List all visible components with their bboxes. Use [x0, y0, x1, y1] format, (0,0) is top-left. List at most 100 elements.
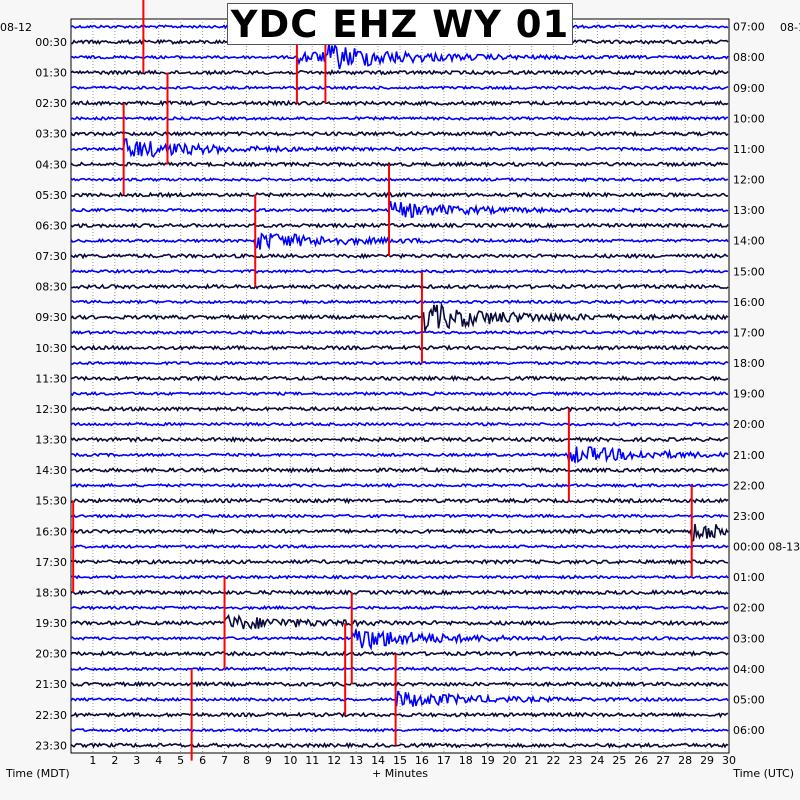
left-time-label: 03:30 [35, 128, 67, 141]
x-tick-label: 1 [89, 754, 96, 767]
trace-row [70, 482, 729, 489]
trace-row [70, 629, 729, 651]
left-time-label: 12:30 [35, 403, 67, 416]
right-time-label: 05:00 [733, 693, 765, 706]
left-time-label: 20:30 [35, 648, 67, 661]
left-time-label: 04:30 [35, 158, 67, 171]
x-tick-label: 28 [678, 754, 692, 767]
x-tick-label: 27 [656, 754, 670, 767]
trace-row [70, 130, 729, 137]
left-time-label: 17:30 [35, 556, 67, 569]
right-time-label: 00:00 08-13 [733, 541, 800, 554]
trace-row [70, 666, 729, 672]
trace-row [70, 302, 729, 332]
left-time-label: 09:30 [35, 311, 67, 324]
x-tick-label: 29 [700, 754, 714, 767]
trace-row [70, 344, 729, 351]
trace-row [70, 160, 729, 168]
right-time-label: 16:00 [733, 296, 765, 309]
right-time-label: 07:00 [733, 21, 765, 34]
x-tick-label: 24 [590, 754, 604, 767]
x-tick-label: 5 [177, 754, 184, 767]
trace-row [70, 543, 729, 550]
left-time-labels: 00:30 01:30 02:30 03:30 04:30 05:30 06:30 07:30… [35, 36, 67, 752]
right-time-label: 14:00 [733, 235, 765, 248]
right-time-label: 19:00 [733, 388, 765, 401]
right-time-label: 02:00 [733, 602, 765, 615]
trace-row [70, 727, 729, 733]
trace-row [70, 436, 729, 444]
left-time-label: 07:30 [35, 250, 67, 263]
x-tick-labels: 1 2 3 4 5 6 7 8 9 10 11 12 13 14 15 16 17 18 19 20 21 22 23 24 2… [89, 754, 736, 767]
x-tick-label: 14 [371, 754, 385, 767]
left-time-label: 01:30 [35, 67, 67, 80]
x-tick-label: 17 [437, 754, 451, 767]
trace-row [70, 200, 729, 219]
x-axis-label: + Minutes [372, 767, 428, 780]
trace-row [70, 42, 729, 70]
trace-row [70, 222, 729, 229]
left-time-label: 15:30 [35, 495, 67, 508]
title-box: YDC EHZ WY 01 [227, 2, 573, 46]
trace-row [70, 711, 729, 719]
chart-title: YDC EHZ WY 01 [230, 2, 570, 46]
x-tick-label: 8 [243, 754, 250, 767]
x-tick-label: 18 [459, 754, 473, 767]
trace-row [70, 446, 729, 464]
left-time-label: 00:30 [35, 36, 67, 49]
trace-row [70, 513, 729, 519]
trace-row [71, 299, 729, 305]
x-tick-label: 15 [393, 754, 407, 767]
right-time-label: 08:00 [733, 51, 765, 64]
left-time-label: 16:30 [35, 525, 67, 538]
right-time-label: 04:00 [733, 663, 765, 676]
right-time-label: 17:00 [733, 326, 765, 339]
trace-row [70, 613, 729, 630]
right-time-label: 09:00 [733, 82, 765, 95]
minute-gridlines [92, 19, 708, 753]
x-tick-label: 19 [481, 754, 495, 767]
left-time-label: 05:30 [35, 189, 67, 202]
trace-row [70, 176, 729, 183]
right-time-label: 03:00 [733, 632, 765, 645]
left-time-label: 23:30 [35, 739, 67, 752]
trace-row [70, 741, 729, 749]
trace-row [70, 69, 729, 76]
x-tick-label: 7 [221, 754, 228, 767]
date-left: 08-12 [0, 21, 32, 34]
trace-row [70, 85, 729, 91]
trace-row [70, 138, 729, 158]
trace-row [70, 115, 729, 121]
x-tick-label: 9 [265, 754, 272, 767]
right-time-label: 21:00 [733, 449, 765, 462]
x-tick-label: 4 [155, 754, 162, 767]
x-tick-label: 20 [503, 754, 517, 767]
right-time-label: 13:00 [733, 204, 765, 217]
trace-row [70, 605, 729, 611]
right-time-label: 15:00 [733, 265, 765, 278]
right-time-label: 12:00 [733, 174, 765, 187]
x-tick-label: 10 [283, 754, 297, 767]
right-axis-label: Time (UTC) [732, 767, 794, 780]
trace-row [70, 690, 729, 707]
x-tick-label: 22 [547, 754, 561, 767]
x-tick-label: 2 [111, 754, 118, 767]
trace-row [70, 466, 729, 474]
trace-row [70, 405, 729, 413]
right-time-label: 23:00 [733, 510, 765, 523]
trace-row [70, 329, 729, 336]
left-time-label: 18:30 [35, 586, 67, 599]
trace-row [70, 680, 729, 688]
x-tick-label: 13 [349, 754, 363, 767]
trace-row [70, 191, 729, 199]
left-time-label: 11:30 [35, 372, 67, 385]
trace-row [70, 574, 729, 580]
trace-row [70, 650, 729, 658]
event-picks [72, 0, 693, 761]
right-time-label: 06:00 [733, 724, 765, 737]
trace-row [70, 421, 729, 427]
trace-row [70, 523, 729, 543]
trace-row [70, 232, 729, 251]
right-time-label: 10:00 [733, 112, 765, 125]
